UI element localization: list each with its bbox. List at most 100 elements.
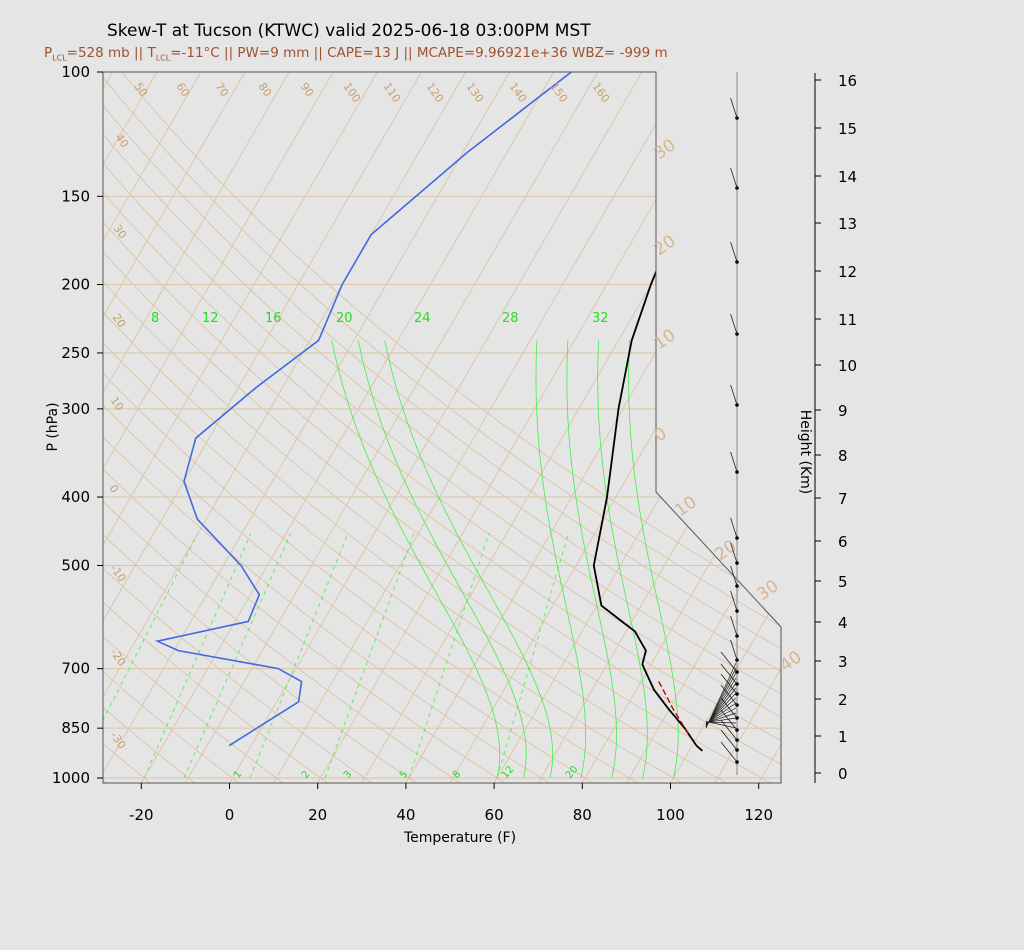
- height-tick-label-1: 1: [838, 728, 848, 746]
- mix-top-label-3: 20: [336, 311, 353, 326]
- mix-bottom-label-2: 3: [342, 769, 355, 781]
- barb-shaft-18: [720, 719, 738, 741]
- isotherm-90: [626, 72, 781, 783]
- plot-frame: [102, 71, 782, 784]
- moist-adiabat-0: [331, 340, 501, 779]
- isotherm-label-0: 50: [132, 80, 151, 99]
- moist-adiabat-4: [566, 340, 617, 779]
- isotherm--70: [103, 72, 334, 783]
- dry-adiabat-160: [103, 72, 781, 783]
- height-axis-label: Height (Km): [797, 410, 813, 494]
- dry-adiabat-10: [103, 72, 298, 783]
- p-tick-label-8: 850: [61, 719, 90, 737]
- subtitle-rest: || PW=9 mm || CAPE=13 J || MCAPE=9.96921…: [219, 45, 668, 61]
- x-tick-label-4: 60: [485, 806, 504, 824]
- isotherm-140: [847, 72, 1024, 783]
- isotherm-label-2: 70: [213, 80, 232, 99]
- wind-barbs: [705, 72, 739, 775]
- barb-low-8: [705, 702, 737, 725]
- barb-shaft-17: [720, 709, 738, 731]
- x-tick-label-7: 120: [744, 806, 773, 824]
- grid-labels: 50 60 70 80 90 100 110 120 130 140 150 160403020100…: [107, 80, 806, 781]
- isotherm-130: [803, 72, 1024, 783]
- mix-top-label-0: 8: [151, 311, 159, 326]
- dry-adiabat--10: [103, 72, 208, 783]
- height-tick-label-0: 0: [838, 765, 848, 783]
- mix-bottom-label-4: 8: [451, 769, 464, 781]
- isotherm-100: [670, 72, 781, 783]
- dry-adiabat-30: [103, 72, 387, 783]
- temperature-line: [592, 72, 781, 752]
- mixing-ratio-5: [249, 533, 349, 779]
- barb-low-12: [705, 721, 737, 724]
- barb-low-11: [705, 717, 737, 723]
- height-tick-label-16: 16: [838, 72, 857, 90]
- p-tick-label-5: 400: [61, 488, 90, 506]
- height-tick-label-9: 9: [838, 402, 848, 420]
- dry-adiabat-60: [103, 72, 521, 783]
- mix-bottom-label-0: 1: [232, 769, 245, 781]
- height-tick-label-11: 11: [838, 311, 857, 329]
- isotherm-70: [537, 72, 781, 783]
- mixing-ratio-20: [496, 533, 569, 779]
- moist-adiabat-1: [357, 340, 527, 779]
- chart-title: Skew-T at Tucson (KTWC) valid 2025-06-18…: [107, 21, 591, 41]
- isotherm-160: [935, 72, 1024, 783]
- isotherm-label-14: 20: [110, 311, 129, 330]
- barb-low-9: [705, 707, 737, 724]
- y-axis-label: P (hPa): [45, 402, 61, 451]
- p-tick-label-1: 150: [61, 187, 90, 205]
- height-tick-label-7: 7: [838, 490, 848, 508]
- p-tick-label-7: 700: [61, 660, 90, 678]
- dry-adiabat-70: [103, 72, 566, 783]
- barb-low-13: [705, 721, 737, 729]
- isotherm-110: [714, 72, 781, 783]
- dry-adiabat-label-6: 30: [753, 576, 782, 605]
- barb-shaft-0: [730, 97, 738, 119]
- isotherm-label-11: 160: [590, 80, 613, 105]
- tlcl-label: T: [147, 45, 156, 61]
- dry-adiabat-130: [103, 72, 781, 783]
- plcl-sub: LCL: [52, 53, 67, 63]
- tlcl-sub: LCL: [155, 53, 171, 63]
- dry-adiabat-180: [103, 72, 781, 783]
- height-tick-label-2: 2: [838, 691, 848, 709]
- x-tick-label-0: -20: [129, 806, 154, 824]
- isotherm-label-8: 130: [464, 80, 487, 105]
- isotherm-label-4: 90: [298, 80, 317, 99]
- isotherm-label-18: -20: [108, 646, 129, 668]
- barb-shaft-6: [730, 517, 738, 539]
- barb-shaft-2: [730, 241, 738, 263]
- dry-adiabat-80: [103, 72, 611, 783]
- profiles-layer: [154, 72, 781, 752]
- barb-shaft-10: [730, 615, 738, 637]
- dry-adiabat-150: [103, 72, 781, 783]
- p-tick-label-2: 200: [61, 276, 90, 294]
- isotherm-0: [229, 72, 643, 783]
- barb-shaft-11: [730, 639, 738, 661]
- x-tick-label-1: 0: [225, 806, 235, 824]
- mix-top-label-4: 24: [414, 311, 431, 326]
- isotherm-80: [581, 72, 781, 783]
- height-tick-label-4: 4: [838, 614, 848, 632]
- p-tick-label-0: 100: [61, 63, 90, 81]
- dry-adiabat-label-2: 10: [650, 325, 679, 354]
- dry-adiabat-0: [103, 72, 253, 783]
- dry-adiabat--40: [0, 72, 73, 793]
- dry-adiabat-label-3: 0: [650, 424, 670, 447]
- moist-adiabat-3: [535, 340, 586, 779]
- dry-adiabat-140: [103, 72, 781, 783]
- x-tick-label-6: 100: [656, 806, 685, 824]
- isotherm-label-16: 0: [107, 482, 122, 495]
- barb-shaft-4: [730, 384, 738, 406]
- dewpoint-line: [154, 72, 572, 747]
- isotherm--40: [103, 72, 466, 783]
- isotherm-label-13: 30: [111, 222, 130, 241]
- isotherm--30: [103, 72, 510, 783]
- x-tick-label-3: 40: [396, 806, 415, 824]
- tlcl-value: =-11°C: [170, 45, 220, 61]
- isotherm-label-10: 150: [548, 80, 571, 105]
- mixing-ratio-1: [103, 532, 199, 779]
- barb-shaft-15: [720, 684, 738, 706]
- p-tick-label-9: 1000: [52, 769, 90, 787]
